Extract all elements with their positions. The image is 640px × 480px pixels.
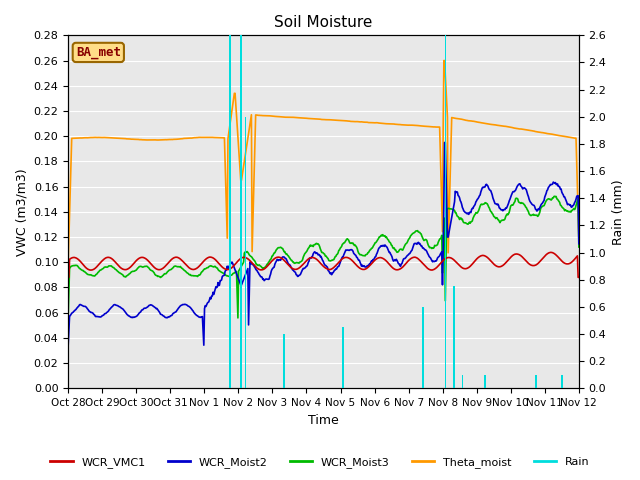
Title: Soil Moisture: Soil Moisture	[275, 15, 372, 30]
Text: BA_met: BA_met	[76, 46, 121, 59]
Bar	[484, 375, 486, 388]
Bar	[453, 287, 455, 388]
Y-axis label: Rain (mm): Rain (mm)	[612, 179, 625, 245]
Bar	[422, 307, 424, 388]
Bar	[461, 375, 463, 388]
Bar	[283, 334, 285, 388]
Bar	[561, 375, 563, 388]
Bar	[229, 36, 231, 388]
Legend: WCR_VMC1, WCR_Moist2, WCR_Moist3, Theta_moist, Rain: WCR_VMC1, WCR_Moist2, WCR_Moist3, Theta_…	[46, 452, 594, 472]
Bar	[342, 327, 344, 388]
Bar	[240, 36, 242, 388]
X-axis label: Time: Time	[308, 414, 339, 427]
Y-axis label: VWC (m3/m3): VWC (m3/m3)	[15, 168, 28, 256]
Bar	[445, 36, 446, 388]
Bar	[244, 117, 246, 388]
Bar	[536, 375, 537, 388]
